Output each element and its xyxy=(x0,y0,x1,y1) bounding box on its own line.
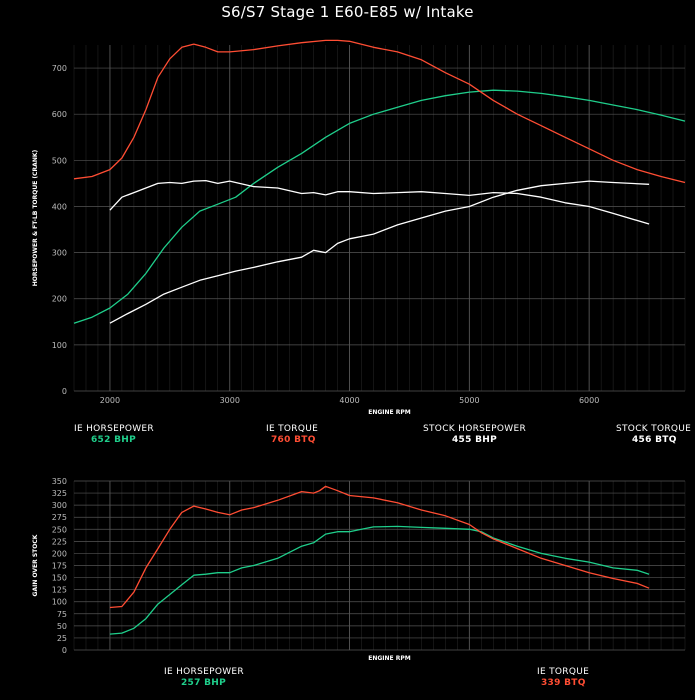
y-tick-label: 0 xyxy=(62,646,67,655)
legend-label: IE HORSEPOWER xyxy=(164,667,244,677)
y-axis-label: HORSEPOWER & FT-LB TORQUE (CRANK) xyxy=(32,150,39,287)
y-tick-label: 225 xyxy=(52,537,67,546)
legend-value: 760 BTQ xyxy=(271,435,316,445)
y-tick-label: 200 xyxy=(52,549,67,558)
x-axis-label: ENGINE RPM xyxy=(368,409,411,416)
y-tick-label: 200 xyxy=(52,295,67,304)
y-tick-label: 500 xyxy=(52,156,67,165)
legend-value: 652 BHP xyxy=(91,435,137,445)
y-tick-label: 75 xyxy=(57,610,67,619)
y-tick-label: 150 xyxy=(52,574,67,583)
x-tick-label: 4000 xyxy=(339,396,359,405)
y-tick-label: 325 xyxy=(52,489,67,498)
gain-chart: 0 25 50 75 100 125 150 175 200 225 250 275 300 325 350… xyxy=(32,477,686,662)
y-tick-label: 125 xyxy=(52,586,67,595)
series-line-ie-torque xyxy=(109,485,650,609)
y-tick-label: 300 xyxy=(52,249,67,258)
y-tick-label: 275 xyxy=(52,513,67,522)
y-tick-label: 50 xyxy=(57,622,67,631)
y-tick-label: 400 xyxy=(52,202,67,211)
series-line-stock-torque xyxy=(109,179,650,225)
y-tick-label: 250 xyxy=(52,525,67,534)
chart-title: S6/S7 Stage 1 E60-E85 w/ Intake xyxy=(221,3,474,21)
main-chart: 0 100 200 300 400 500 600 700 2000 3000 4000 5000 60… xyxy=(32,39,686,416)
x-tick-label: 6000 xyxy=(579,396,599,405)
x-axis-label: ENGINE RPM xyxy=(368,655,411,662)
x-tick-label: 3000 xyxy=(220,396,240,405)
x-tick-label: 2000 xyxy=(100,396,120,405)
series-line-ie-torque xyxy=(73,39,686,184)
legend-stock-torque: STOCK TORQUE 456 BTQ xyxy=(616,424,691,446)
legend-ie-horsepower: IE HORSEPOWER 652 BHP xyxy=(74,424,154,446)
y-tick-label: 700 xyxy=(52,64,67,73)
y-tick-label: 600 xyxy=(52,110,67,119)
y-tick-label: 300 xyxy=(52,501,67,510)
legend-label: STOCK HORSEPOWER xyxy=(423,424,526,434)
legend-ie-torque: IE TORQUE 760 BTQ xyxy=(266,424,318,446)
legend-label: IE TORQUE xyxy=(266,424,319,434)
legend-gain-ie-horsepower: IE HORSEPOWER 257 BHP xyxy=(164,667,244,689)
legend-value: 339 BTQ xyxy=(541,678,586,688)
legend-stock-horsepower: STOCK HORSEPOWER 455 BHP xyxy=(423,424,526,446)
legend-value: 456 BTQ xyxy=(632,435,677,445)
y-tick-label: 25 xyxy=(57,634,67,643)
y-tick-label: 175 xyxy=(52,562,67,571)
legend-label: STOCK TORQUE xyxy=(616,424,692,434)
x-tick-label: 5000 xyxy=(459,396,479,405)
series-line-ie-horsepower xyxy=(109,525,650,635)
legend-label: IE TORQUE xyxy=(537,667,590,677)
y-tick-label: 350 xyxy=(52,477,67,486)
legend-label: IE HORSEPOWER xyxy=(74,424,154,434)
legend-value: 257 BHP xyxy=(181,678,227,688)
y-tick-label: 100 xyxy=(52,598,67,607)
y-tick-label: 0 xyxy=(62,387,67,396)
series-line-ie-horsepower xyxy=(73,89,686,324)
y-axis-label: GAIN OVER STOCK xyxy=(32,534,39,596)
legend-value: 455 BHP xyxy=(452,435,498,445)
y-tick-label: 100 xyxy=(52,341,67,350)
series-line-stock-horsepower xyxy=(109,180,650,324)
legend-gain-ie-torque: IE TORQUE 339 BTQ xyxy=(537,667,589,689)
